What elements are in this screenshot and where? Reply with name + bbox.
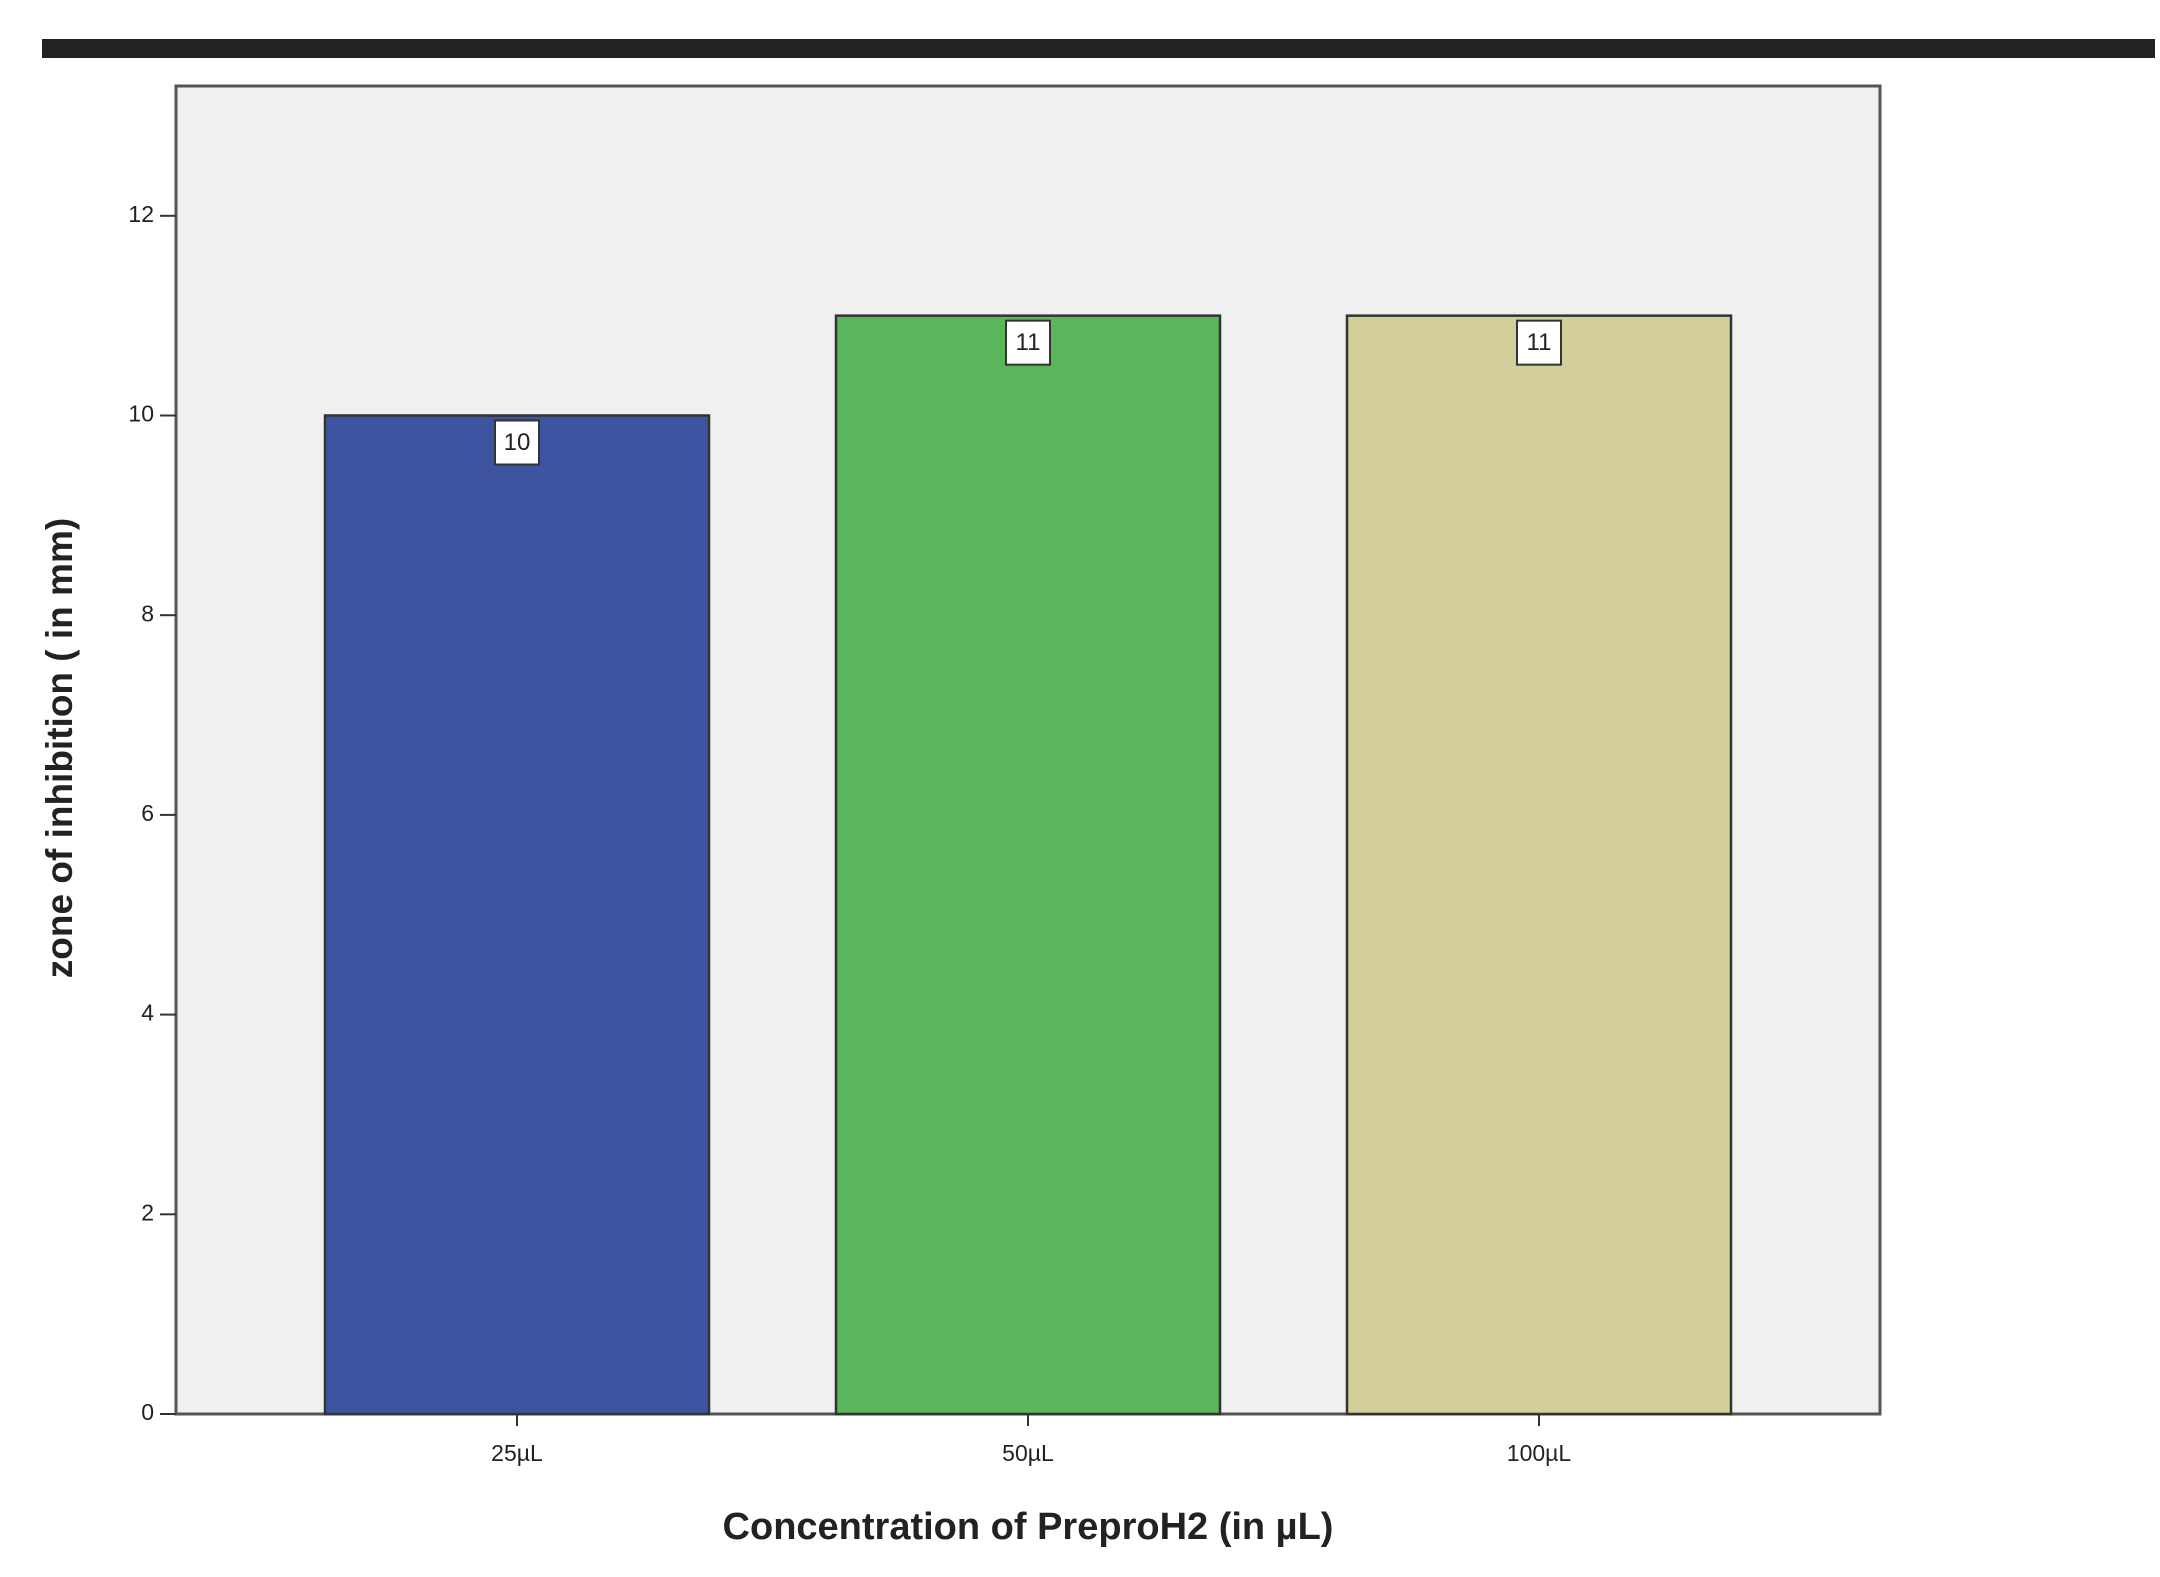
- data-label-box: [1516, 319, 1562, 366]
- x-axis-title: Concentration of PreproH2 (in µL): [723, 1506, 1334, 1548]
- bar: [1345, 314, 1733, 1416]
- data-label: 11: [1016, 329, 1041, 356]
- y-axis-title: zone of inhibition ( in mm): [39, 518, 80, 978]
- y-tick-label: 2: [141, 1199, 154, 1225]
- y-tick-label: 8: [141, 600, 154, 626]
- y-tick-label: 0: [141, 1399, 154, 1425]
- bar: [834, 314, 1222, 1416]
- data-label-box: [1005, 319, 1051, 366]
- x-tick-label: 25µL: [491, 1440, 543, 1466]
- data-label: 10: [504, 429, 531, 456]
- header-bar: [42, 39, 2155, 58]
- y-tick-label: 4: [141, 1000, 154, 1026]
- data-label: 11: [1527, 329, 1552, 356]
- y-tick-label: 12: [128, 201, 154, 227]
- x-tick-label: 100µL: [1507, 1440, 1572, 1466]
- data-label-box: [494, 419, 540, 466]
- y-tick-label: 6: [141, 800, 154, 826]
- x-tick-label: 50µL: [1002, 1440, 1054, 1466]
- bar: [323, 414, 711, 1416]
- y-tick-label: 10: [128, 401, 154, 427]
